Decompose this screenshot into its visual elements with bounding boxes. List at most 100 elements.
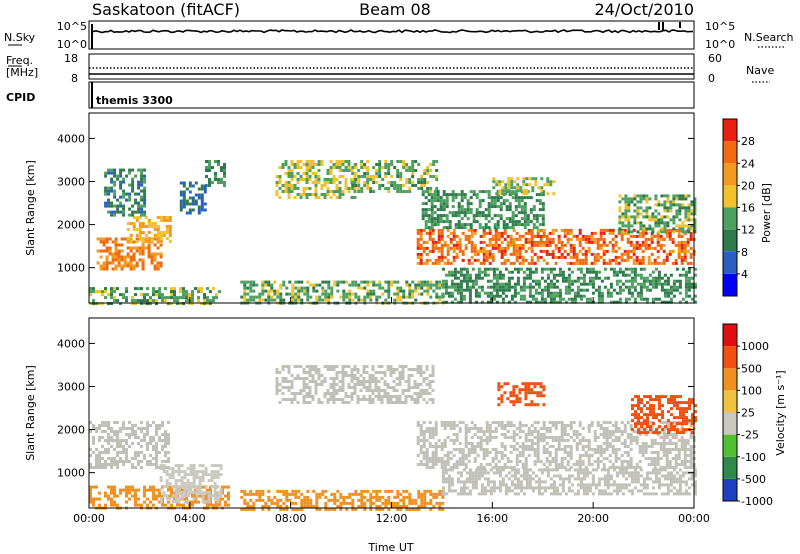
echo-cell bbox=[560, 427, 564, 430]
echo-cell bbox=[441, 507, 445, 511]
echo-cell bbox=[203, 184, 207, 188]
echo-cell bbox=[344, 374, 348, 377]
echo-cell bbox=[156, 246, 160, 250]
echo-cell bbox=[605, 439, 609, 442]
echo-cell bbox=[131, 180, 135, 184]
echo-cell bbox=[390, 184, 394, 187]
echo-cell bbox=[311, 163, 315, 166]
echo-cell bbox=[620, 463, 624, 466]
echo-cell bbox=[105, 255, 109, 259]
echo-cell bbox=[442, 226, 446, 230]
echo-cell bbox=[489, 291, 493, 295]
echo-cell bbox=[141, 243, 145, 247]
echo-cell bbox=[467, 460, 471, 463]
echo-cell bbox=[402, 289, 406, 293]
echo-cell bbox=[309, 498, 313, 502]
echo-cell bbox=[99, 267, 103, 271]
echo-cell bbox=[360, 163, 364, 166]
echo-cell bbox=[179, 287, 182, 291]
echo-cell bbox=[110, 497, 113, 501]
echo-cell bbox=[155, 463, 158, 466]
echo-cell bbox=[470, 442, 474, 445]
echo-cell bbox=[536, 448, 540, 451]
echo-cell bbox=[380, 365, 384, 368]
echo-cell bbox=[129, 240, 133, 243]
echo-cell bbox=[635, 258, 639, 262]
echo-cell bbox=[122, 445, 125, 448]
echo-cell bbox=[191, 202, 195, 206]
echo-cell bbox=[465, 276, 469, 280]
echo-cell bbox=[372, 501, 376, 505]
echo-cell bbox=[152, 287, 155, 291]
echo-cell bbox=[327, 295, 331, 299]
echo-cell bbox=[324, 295, 328, 299]
echo-cell bbox=[125, 448, 128, 451]
echo-cell bbox=[584, 252, 588, 256]
echo-cell bbox=[161, 448, 164, 451]
echo-cell bbox=[213, 497, 217, 501]
echo-cell bbox=[557, 436, 561, 439]
echo-cell bbox=[528, 300, 532, 304]
echo-cell bbox=[672, 288, 676, 292]
echo-cell bbox=[369, 178, 373, 181]
echo-cell bbox=[125, 287, 128, 291]
echo-cell bbox=[125, 457, 128, 460]
echo-cell bbox=[221, 485, 224, 489]
echo-cell bbox=[621, 224, 625, 228]
echo-cell bbox=[114, 267, 118, 271]
echo-cell bbox=[89, 488, 92, 492]
echo-cell bbox=[548, 463, 552, 466]
echo-cell bbox=[327, 298, 331, 302]
echo-cell bbox=[290, 374, 294, 377]
echo-cell bbox=[120, 249, 124, 253]
echo-cell bbox=[429, 498, 433, 502]
echo-cell bbox=[287, 371, 291, 374]
echo-cell bbox=[445, 217, 449, 221]
echo-cell bbox=[240, 280, 244, 284]
echo-cell bbox=[462, 273, 466, 277]
echo-cell bbox=[122, 195, 126, 199]
echo-cell bbox=[681, 203, 685, 207]
echo-cell bbox=[602, 430, 606, 433]
echo-cell bbox=[675, 279, 679, 283]
echo-cell bbox=[360, 160, 364, 163]
echo-cell bbox=[320, 383, 324, 386]
echo-cell bbox=[548, 451, 552, 454]
echo-cell bbox=[684, 197, 688, 201]
echo-cell bbox=[428, 442, 432, 445]
echo-cell bbox=[186, 467, 190, 471]
echo-cell bbox=[545, 243, 549, 247]
echo-cell bbox=[566, 228, 570, 232]
echo-cell bbox=[132, 225, 136, 228]
echo-cell bbox=[612, 267, 616, 271]
echo-cell bbox=[536, 243, 540, 247]
echo-cell bbox=[579, 294, 583, 298]
echo-cell bbox=[329, 386, 333, 389]
echo-cell bbox=[399, 504, 403, 508]
echo-cell bbox=[642, 197, 646, 201]
echo-cell bbox=[314, 193, 318, 196]
echo-cell bbox=[350, 398, 354, 401]
echo-cell bbox=[503, 436, 507, 439]
echo-cell bbox=[651, 276, 655, 280]
echo-cell bbox=[593, 240, 597, 244]
echo-cell bbox=[119, 168, 123, 172]
echo-cell bbox=[548, 454, 552, 457]
echo-cell bbox=[446, 424, 450, 427]
echo-cell bbox=[431, 261, 435, 265]
echo-cell bbox=[456, 291, 460, 295]
echo-cell bbox=[474, 294, 478, 298]
echo-cell bbox=[656, 234, 660, 238]
echo-cell bbox=[205, 160, 208, 163]
echo-cell bbox=[314, 365, 318, 368]
echo-cell bbox=[638, 427, 642, 430]
echo-cell bbox=[451, 190, 455, 194]
echo-cell bbox=[471, 285, 475, 289]
echo-cell bbox=[424, 196, 428, 200]
echo-cell bbox=[573, 279, 577, 283]
echo-cell bbox=[495, 294, 499, 298]
echo-cell bbox=[171, 485, 175, 489]
echo-cell bbox=[129, 261, 133, 265]
echo-cell bbox=[481, 211, 485, 215]
echo-cell bbox=[386, 401, 390, 404]
